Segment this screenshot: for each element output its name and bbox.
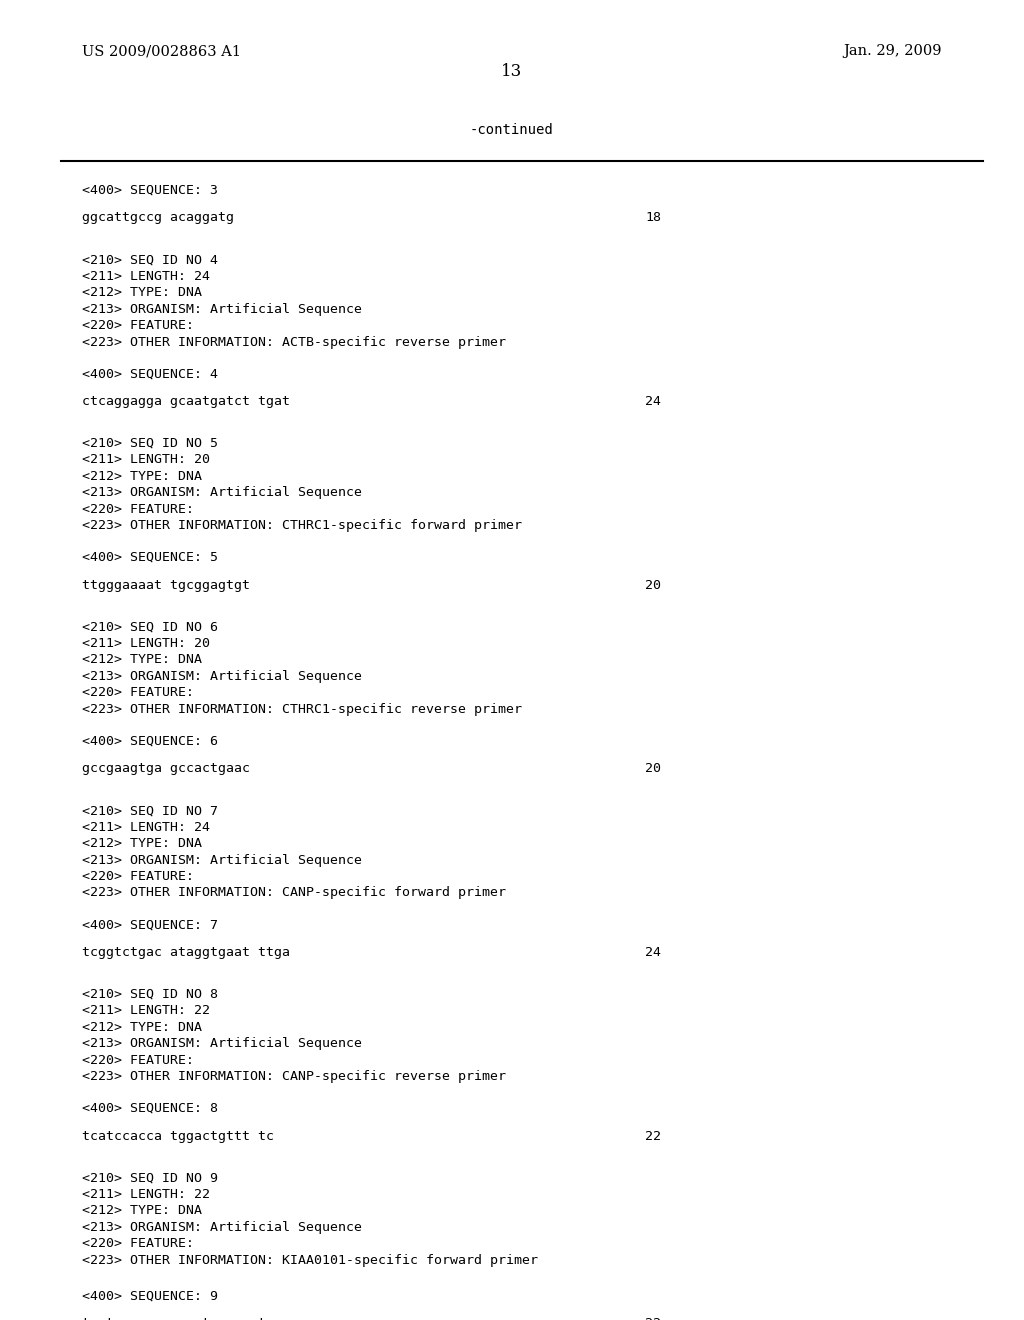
Text: <213> ORGANISM: Artificial Sequence: <213> ORGANISM: Artificial Sequence — [82, 1038, 361, 1051]
Text: <400> SEQUENCE: 8: <400> SEQUENCE: 8 — [82, 1102, 218, 1114]
Text: 22: 22 — [645, 1317, 662, 1320]
Text: tcggtctgac ataggtgaat ttga: tcggtctgac ataggtgaat ttga — [82, 946, 290, 958]
Text: <211> LENGTH: 20: <211> LENGTH: 20 — [82, 638, 210, 649]
Text: <213> ORGANISM: Artificial Sequence: <213> ORGANISM: Artificial Sequence — [82, 1221, 361, 1234]
Text: <223> OTHER INFORMATION: ACTB-specific reverse primer: <223> OTHER INFORMATION: ACTB-specific r… — [82, 335, 506, 348]
Text: <213> ORGANISM: Artificial Sequence: <213> ORGANISM: Artificial Sequence — [82, 302, 361, 315]
Text: <220> FEATURE:: <220> FEATURE: — [82, 1053, 194, 1067]
Text: 20: 20 — [645, 763, 662, 775]
Text: <223> OTHER INFORMATION: CANP-specific forward primer: <223> OTHER INFORMATION: CANP-specific f… — [82, 887, 506, 899]
Text: <400> SEQUENCE: 6: <400> SEQUENCE: 6 — [82, 734, 218, 747]
Text: <220> FEATURE:: <220> FEATURE: — [82, 870, 194, 883]
Text: <212> TYPE: DNA: <212> TYPE: DNA — [82, 837, 202, 850]
Text: <213> ORGANISM: Artificial Sequence: <213> ORGANISM: Artificial Sequence — [82, 669, 361, 682]
Text: <400> SEQUENCE: 7: <400> SEQUENCE: 7 — [82, 919, 218, 931]
Text: 24: 24 — [645, 946, 662, 958]
Text: <220> FEATURE:: <220> FEATURE: — [82, 1237, 194, 1250]
Text: <400> SEQUENCE: 5: <400> SEQUENCE: 5 — [82, 550, 218, 564]
Text: tcatccacca tggactgttt tc: tcatccacca tggactgttt tc — [82, 1130, 274, 1143]
Text: tcatcgagga aagctgaaaa ta: tcatcgagga aagctgaaaa ta — [82, 1317, 274, 1320]
Text: ctcaggagga gcaatgatct tgat: ctcaggagga gcaatgatct tgat — [82, 395, 290, 408]
Text: <220> FEATURE:: <220> FEATURE: — [82, 319, 194, 333]
Text: <212> TYPE: DNA: <212> TYPE: DNA — [82, 1020, 202, 1034]
Text: <210> SEQ ID NO 7: <210> SEQ ID NO 7 — [82, 804, 218, 817]
Text: <211> LENGTH: 22: <211> LENGTH: 22 — [82, 1005, 210, 1018]
Text: <213> ORGANISM: Artificial Sequence: <213> ORGANISM: Artificial Sequence — [82, 486, 361, 499]
Text: <220> FEATURE:: <220> FEATURE: — [82, 503, 194, 516]
Text: <212> TYPE: DNA: <212> TYPE: DNA — [82, 653, 202, 667]
Text: <212> TYPE: DNA: <212> TYPE: DNA — [82, 286, 202, 300]
Text: <223> OTHER INFORMATION: CANP-specific reverse primer: <223> OTHER INFORMATION: CANP-specific r… — [82, 1071, 506, 1084]
Text: 13: 13 — [502, 63, 522, 81]
Text: 24: 24 — [645, 395, 662, 408]
Text: <210> SEQ ID NO 6: <210> SEQ ID NO 6 — [82, 620, 218, 634]
Text: ttgggaaaat tgcggagtgt: ttgggaaaat tgcggagtgt — [82, 578, 250, 591]
Text: <210> SEQ ID NO 9: <210> SEQ ID NO 9 — [82, 1171, 218, 1184]
Text: <213> ORGANISM: Artificial Sequence: <213> ORGANISM: Artificial Sequence — [82, 854, 361, 866]
Text: gccgaagtga gccactgaac: gccgaagtga gccactgaac — [82, 763, 250, 775]
Text: <212> TYPE: DNA: <212> TYPE: DNA — [82, 1204, 202, 1217]
Text: <210> SEQ ID NO 8: <210> SEQ ID NO 8 — [82, 987, 218, 1001]
Text: <223> OTHER INFORMATION: CTHRC1-specific forward primer: <223> OTHER INFORMATION: CTHRC1-specific… — [82, 519, 522, 532]
Text: <211> LENGTH: 24: <211> LENGTH: 24 — [82, 269, 210, 282]
Text: <211> LENGTH: 22: <211> LENGTH: 22 — [82, 1188, 210, 1201]
Text: <211> LENGTH: 24: <211> LENGTH: 24 — [82, 821, 210, 834]
Text: <210> SEQ ID NO 5: <210> SEQ ID NO 5 — [82, 437, 218, 450]
Text: <212> TYPE: DNA: <212> TYPE: DNA — [82, 470, 202, 483]
Text: 20: 20 — [645, 578, 662, 591]
Text: -continued: -continued — [470, 123, 554, 137]
Text: <223> OTHER INFORMATION: KIAA0101-specific forward primer: <223> OTHER INFORMATION: KIAA0101-specif… — [82, 1254, 538, 1267]
Text: Jan. 29, 2009: Jan. 29, 2009 — [844, 45, 942, 58]
Text: <211> LENGTH: 20: <211> LENGTH: 20 — [82, 453, 210, 466]
Text: <400> SEQUENCE: 3: <400> SEQUENCE: 3 — [82, 183, 218, 197]
Text: ggcattgccg acaggatg: ggcattgccg acaggatg — [82, 211, 233, 224]
Text: <210> SEQ ID NO 4: <210> SEQ ID NO 4 — [82, 253, 218, 267]
Text: <220> FEATURE:: <220> FEATURE: — [82, 686, 194, 700]
Text: 18: 18 — [645, 211, 662, 224]
Text: US 2009/0028863 A1: US 2009/0028863 A1 — [82, 45, 241, 58]
Text: 22: 22 — [645, 1130, 662, 1143]
Text: <223> OTHER INFORMATION: CTHRC1-specific reverse primer: <223> OTHER INFORMATION: CTHRC1-specific… — [82, 702, 522, 715]
Text: <400> SEQUENCE: 9: <400> SEQUENCE: 9 — [82, 1290, 218, 1302]
Text: <400> SEQUENCE: 4: <400> SEQUENCE: 4 — [82, 367, 218, 380]
